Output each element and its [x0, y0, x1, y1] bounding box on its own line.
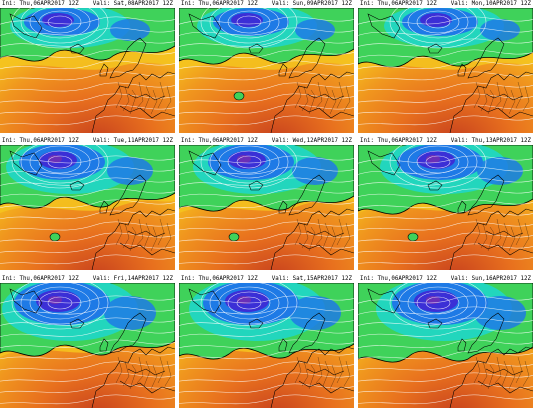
- cold-minimum: [237, 296, 251, 304]
- cutoff-low: [407, 232, 419, 242]
- panel-header: Ini: Thu,06APR2017 12Z Vali: Sun,16APR201…: [358, 275, 533, 283]
- forecast-panel: Ini: Thu,06APR2017 12Z Vali: Sun,16APR201…: [358, 275, 533, 408]
- coastlines: [367, 13, 533, 133]
- contour-lines: [358, 8, 533, 126]
- forecast-panel: Ini: Thu,06APR2017 12Z Vali: Sat,15APR201…: [179, 275, 354, 408]
- coastlines: [9, 13, 175, 133]
- coastlines: [367, 150, 533, 270]
- panel-header: Ini: Thu,06APR2017 12Z Vali: Mon,10APR201…: [358, 0, 533, 8]
- init-time-label: Ini: Thu,06APR2017 12Z: [360, 1, 437, 7]
- contour-lines: [179, 8, 354, 126]
- forecast-panel: Ini: Thu,06APR2017 12Z Vali: Sat,08APR201…: [0, 0, 175, 133]
- panel-header: Ini: Thu,06APR2017 12Z Vali: Thu,13APR201…: [358, 137, 533, 145]
- secondary-cell: [292, 157, 338, 185]
- forecast-panel: Ini: Thu,06APR2017 12Z Vali: Fri,14APR201…: [0, 275, 175, 408]
- coastlines: [188, 13, 354, 133]
- borders: [115, 218, 172, 252]
- cutoff-low: [49, 232, 61, 242]
- geopotential-map: [179, 283, 354, 408]
- valid-time-label: Vali: Sat,08APR2017 12Z: [92, 1, 173, 7]
- cutoff-low: [228, 232, 240, 242]
- cold-minimum: [48, 155, 62, 163]
- geopotential-map: [358, 283, 533, 408]
- init-time-label: Ini: Thu,06APR2017 12Z: [181, 276, 258, 282]
- coastlines: [367, 288, 533, 408]
- valid-time-label: Vali: Wed,12APR2017 12Z: [271, 138, 352, 144]
- valid-time-label: Vali: Tue,11APR2017 12Z: [92, 138, 173, 144]
- borders: [473, 356, 530, 390]
- contour-lines: [179, 283, 354, 405]
- cold-center: [420, 13, 452, 27]
- geopotential-map: [0, 8, 175, 133]
- coastlines: [188, 288, 354, 408]
- coastlines: [188, 150, 354, 270]
- borders: [294, 81, 351, 115]
- init-time-label: Ini: Thu,06APR2017 12Z: [2, 138, 79, 144]
- forecast-panel: Ini: Thu,06APR2017 12Z Vali: Tue,11APR201…: [0, 137, 175, 270]
- geopotential-map: [179, 8, 354, 133]
- secondary-cell: [104, 296, 156, 330]
- init-time-label: Ini: Thu,06APR2017 12Z: [360, 138, 437, 144]
- borders: [115, 81, 172, 115]
- geopotential-map: [179, 145, 354, 270]
- secondary-cell: [477, 157, 523, 185]
- panel-header: Ini: Thu,06APR2017 12Z Vali: Sun,09APR201…: [179, 0, 354, 8]
- forecast-panel: Ini: Thu,06APR2017 12Z Vali: Thu,13APR201…: [358, 137, 533, 270]
- borders: [473, 81, 530, 115]
- cutoff-low: [233, 91, 245, 101]
- secondary-cell: [480, 19, 520, 41]
- valid-time-label: Vali: Sun,16APR2017 12Z: [450, 276, 531, 282]
- cold-minimum: [426, 296, 440, 304]
- borders: [115, 356, 172, 390]
- secondary-cell: [474, 296, 526, 330]
- forecast-panel: Ini: Thu,06APR2017 12Z Vali: Wed,12APR201…: [179, 137, 354, 270]
- init-time-label: Ini: Thu,06APR2017 12Z: [181, 1, 258, 7]
- cold-center: [231, 13, 263, 27]
- borders: [294, 218, 351, 252]
- init-time-label: Ini: Thu,06APR2017 12Z: [2, 1, 79, 7]
- borders: [294, 356, 351, 390]
- geopotential-map: [358, 8, 533, 133]
- init-time-label: Ini: Thu,06APR2017 12Z: [181, 138, 258, 144]
- cold-minimum: [237, 155, 251, 163]
- panel-header: Ini: Thu,06APR2017 12Z Vali: Sat,15APR201…: [179, 275, 354, 283]
- valid-time-label: Vali: Sun,09APR2017 12Z: [271, 1, 352, 7]
- forecast-panel: Ini: Thu,06APR2017 12Z Vali: Mon,10APR201…: [358, 0, 533, 133]
- borders: [473, 218, 530, 252]
- init-time-label: Ini: Thu,06APR2017 12Z: [2, 276, 79, 282]
- cold-center: [42, 13, 74, 27]
- geopotential-map: [0, 145, 175, 270]
- init-time-label: Ini: Thu,06APR2017 12Z: [360, 276, 437, 282]
- coastlines: [9, 288, 175, 408]
- secondary-cell: [110, 19, 150, 41]
- valid-time-label: Vali: Sat,15APR2017 12Z: [271, 276, 352, 282]
- panel-header: Ini: Thu,06APR2017 12Z Vali: Fri,14APR201…: [0, 275, 175, 283]
- contour-lines: [0, 8, 175, 126]
- forecast-panel: Ini: Thu,06APR2017 12Z Vali: Sun,09APR201…: [179, 0, 354, 133]
- cold-minimum: [426, 155, 440, 163]
- valid-time-label: Vali: Fri,14APR2017 12Z: [92, 276, 173, 282]
- panel-header: Ini: Thu,06APR2017 12Z Vali: Tue,11APR201…: [0, 137, 175, 145]
- geopotential-map: [358, 145, 533, 270]
- valid-time-label: Vali: Thu,13APR2017 12Z: [450, 138, 531, 144]
- valid-time-label: Vali: Mon,10APR2017 12Z: [450, 1, 531, 7]
- panel-header: Ini: Thu,06APR2017 12Z Vali: Wed,12APR201…: [179, 137, 354, 145]
- panel-header: Ini: Thu,06APR2017 12Z Vali: Sat,08APR201…: [0, 0, 175, 8]
- coastlines: [9, 150, 175, 270]
- geopotential-map: [0, 283, 175, 408]
